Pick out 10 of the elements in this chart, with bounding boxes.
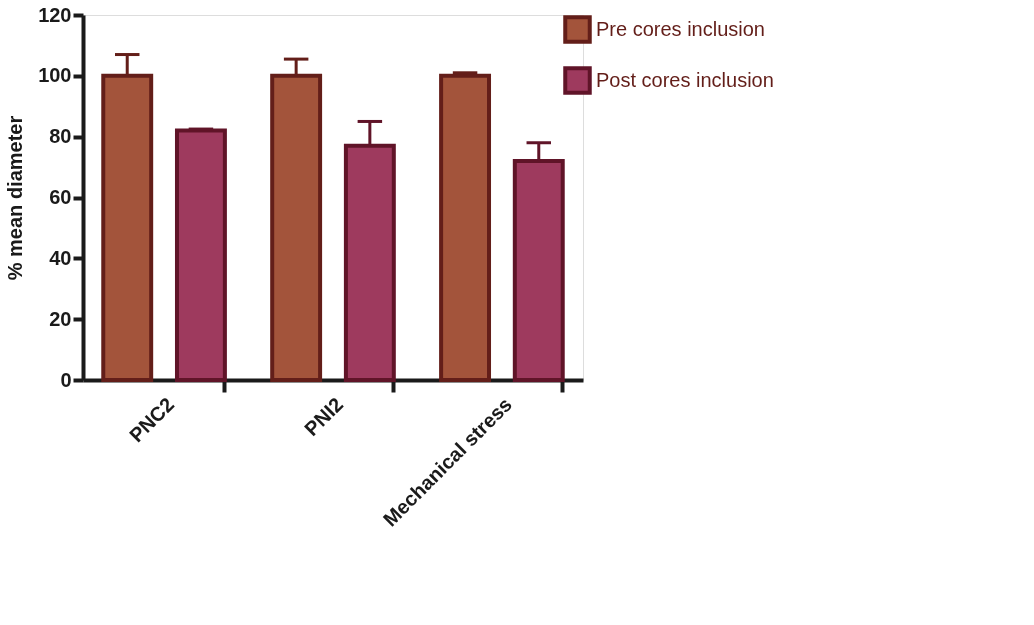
y-tick-label: 80 <box>49 125 72 148</box>
y-axis-title: % mean diameter <box>4 115 27 281</box>
y-tick-label: 60 <box>49 186 72 208</box>
y-tick-label: 20 <box>49 307 72 330</box>
legend-label: Post cores inclusion <box>596 68 774 91</box>
y-tick-label: 40 <box>49 246 72 269</box>
y-tick-label: 120 <box>38 3 72 26</box>
legend-label: Pre cores inclusion <box>596 17 765 40</box>
y-tick-label: 100 <box>38 64 72 87</box>
y-tick-label: 0 <box>60 368 72 391</box>
